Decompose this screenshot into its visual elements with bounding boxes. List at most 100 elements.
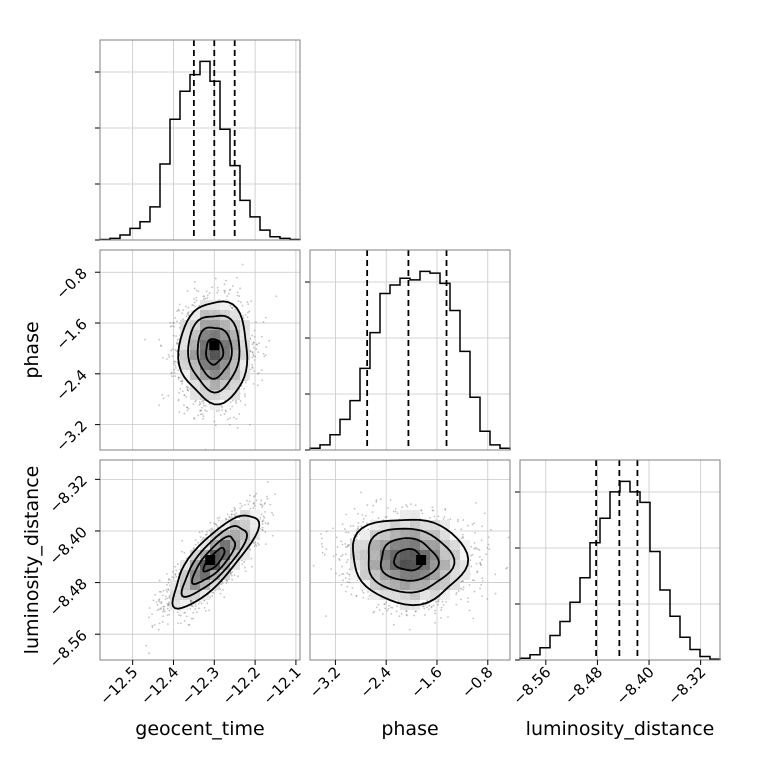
scatter-point [264,522,267,524]
scatter-point [190,605,192,607]
scatter-point [187,314,190,316]
scatter-point [233,513,236,516]
scatter-point [233,506,236,509]
scatter-point [193,417,196,420]
scatter-point [208,609,211,612]
scatter-point [252,353,255,356]
density-cell [200,350,210,360]
scatter-point [168,356,171,358]
density-cell [190,390,200,400]
scatter-point [204,609,207,612]
scatter-point [163,610,166,613]
scatter-point [214,277,217,280]
scatter-point [169,325,172,328]
density-cell [180,350,190,360]
scatter-point [256,384,259,387]
scatter-point [250,557,253,560]
panels-layer [95,39,721,661]
scatter-point [174,366,177,369]
scatter-point [253,335,256,338]
scatter-point [183,404,185,407]
scatter-point [185,315,188,318]
scatter-point [167,581,170,584]
scatter-point [166,583,168,586]
scatter-point [197,602,200,605]
scatter-point [156,603,159,606]
scatter-point [202,536,205,539]
scatter-point [173,360,176,363]
scatter-point [263,516,266,519]
scatter-point [174,317,177,319]
scatter-point [250,300,253,303]
scatter-point [183,394,186,396]
scatter-point [239,287,241,290]
scatter-point [174,573,177,575]
scatter-point [254,355,257,358]
scatter-point [231,510,233,513]
scatter-point [255,499,258,502]
scatter-point [237,575,239,578]
density-content [100,250,300,459]
scatter-point [158,598,161,601]
scatter-point [239,400,242,402]
scatter-point [212,591,215,594]
scatter-point [210,527,213,530]
scatter-point [260,335,263,338]
density-cell [230,310,240,320]
scatter-point [187,457,189,459]
scatter-point [148,652,150,655]
scatter-point [260,369,263,372]
scatter-point [174,360,177,363]
scatter-point [262,515,265,518]
scatter-point [154,594,157,596]
scatter-point [204,534,207,536]
scatter-point [158,338,161,341]
scatter-point [177,377,180,380]
scatter-point [185,385,188,388]
scatter-point [235,402,238,405]
scatter-point [262,519,265,522]
scatter-point [175,335,177,338]
scatter-point [229,571,232,574]
scatter-point [168,601,170,604]
scatter-point [206,294,209,297]
scatter-point [264,531,267,533]
scatter-point [194,603,197,606]
scatter-point [233,509,236,512]
scatter-point [220,583,223,586]
scatter-point [170,349,173,352]
scatter-point [159,608,162,611]
scatter-point [213,522,215,525]
density-cell [180,360,190,370]
scatter-point [178,411,181,413]
scatter-point [167,588,170,591]
scatter-point [256,343,258,346]
scatter-point [236,291,239,294]
scatter-point [202,417,204,420]
scatter-point [177,376,180,379]
scatter-point [196,611,198,614]
scatter-point [253,542,255,545]
density-cell [220,350,230,360]
scatter-point [221,582,224,585]
scatter-point [198,607,200,610]
scatter-point [254,543,257,546]
histogram-line [519,480,721,660]
scatter-point [199,403,202,405]
scatter-point [176,310,178,313]
scatter-point [176,343,179,345]
scatter-point [202,399,204,402]
density-panel-geocent_time-phase [99,249,301,459]
scatter-point [241,304,244,307]
scatter-point [187,389,190,392]
scatter-point [205,533,208,536]
scatter-point [244,381,247,384]
scatter-point [251,334,254,337]
panel-frame [519,459,721,661]
contour-1 [196,326,233,380]
scatter-point [267,523,269,526]
density-cell [200,310,210,320]
scatter-point [262,321,265,323]
scatter-point [255,544,258,547]
scatter-point [177,398,180,401]
